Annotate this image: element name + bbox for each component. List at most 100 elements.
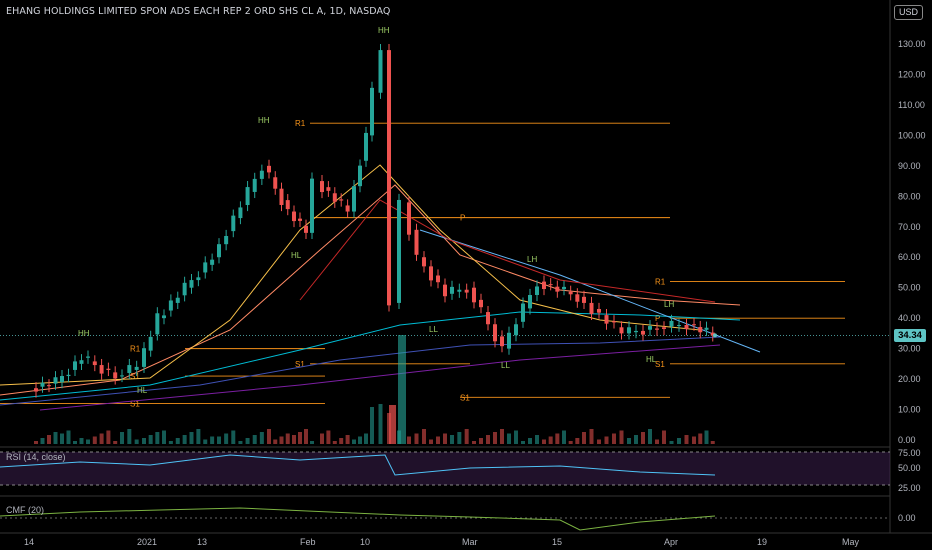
volume-bar — [53, 432, 58, 444]
candle-body — [53, 377, 58, 384]
cmf-tick-label: 0.00 — [898, 513, 916, 523]
volume-bar — [655, 439, 659, 444]
volume-bar — [436, 436, 440, 444]
volume-bar — [486, 435, 490, 444]
volume-bar — [127, 429, 132, 444]
volume-bar — [66, 430, 71, 444]
candle-body — [79, 360, 84, 364]
volume-bar — [443, 433, 447, 444]
price-tick-label: 30.00 — [898, 344, 921, 354]
pivot-marker-label: LH — [664, 300, 674, 309]
volume-bar — [604, 436, 609, 444]
candle-body — [92, 361, 97, 366]
candle-body — [677, 325, 681, 327]
candle-body — [285, 200, 290, 210]
candle-body — [507, 332, 511, 349]
candle-body — [339, 199, 344, 201]
volume-bar — [86, 439, 90, 444]
candle-body — [669, 320, 674, 327]
volume-bar — [407, 436, 411, 444]
volume-bar — [40, 438, 45, 444]
price-tick-label: 120.00 — [898, 69, 926, 79]
volume-bar — [464, 429, 469, 444]
volume-bar — [285, 433, 290, 444]
price-tick-label: 70.00 — [898, 222, 921, 232]
candle-body — [47, 385, 51, 387]
candle-body — [134, 366, 139, 370]
volume-bar — [575, 438, 580, 444]
pivot-marker-label: HH — [258, 116, 270, 125]
time-axis-label: Apr — [664, 537, 678, 547]
volume-bar — [155, 432, 160, 444]
candle-body — [120, 375, 124, 377]
price-tick-label: 0.00 — [898, 435, 916, 445]
candle-body — [298, 218, 302, 221]
candle-body — [196, 277, 201, 281]
volume-bar — [648, 429, 652, 444]
volume-bar — [332, 441, 337, 444]
volume-bar — [339, 438, 344, 444]
candle-body — [704, 327, 709, 330]
candle-body — [612, 321, 616, 323]
candle-body — [450, 286, 454, 294]
price-tick-label: 80.00 — [898, 191, 921, 201]
volume-bar — [259, 432, 264, 444]
currency-badge[interactable]: USD — [894, 5, 923, 20]
candle-body — [352, 186, 356, 212]
pivot-level-label: P — [460, 214, 465, 223]
candle-body — [641, 330, 645, 335]
volume-bar — [345, 435, 350, 444]
candle-body — [358, 165, 362, 187]
candle-body — [457, 289, 462, 292]
volume-bar — [692, 436, 696, 444]
candle-body — [387, 50, 391, 306]
candle-body — [472, 287, 476, 303]
volume-bar — [378, 404, 383, 444]
price-tick-label: 110.00 — [898, 100, 925, 110]
candle-body — [224, 235, 229, 245]
volume-bar — [47, 435, 51, 444]
candle-body — [86, 356, 90, 358]
candle-body — [548, 284, 553, 286]
candle-body — [148, 336, 153, 351]
time-axis-label: 13 — [197, 537, 207, 547]
candle-body — [279, 188, 284, 205]
pivot-marker-label: HH — [378, 26, 390, 35]
volume-bar — [267, 429, 271, 444]
volume-bar — [273, 439, 278, 444]
candle-body — [73, 361, 77, 370]
candle-body — [627, 327, 631, 334]
pivot-level-label: S1 — [130, 399, 140, 408]
candle-body — [267, 165, 271, 173]
last-price-dot — [713, 333, 717, 338]
volume-bar — [304, 429, 308, 444]
candle-body — [655, 328, 659, 330]
time-axis-label: 2021 — [137, 537, 157, 547]
candle-body — [521, 303, 525, 322]
chart-title: EHANG HOLDINGS LIMITED SPON ADS EACH REP… — [6, 6, 391, 17]
candle-body — [582, 296, 586, 303]
pivot-marker-label: HL — [137, 386, 148, 395]
volume-bar — [548, 436, 553, 444]
volume-bar — [358, 436, 362, 444]
volume-bar — [364, 433, 368, 444]
volume-bar — [182, 435, 187, 444]
candle-body — [142, 348, 146, 367]
volume-bar — [120, 432, 124, 444]
candle-body — [106, 368, 111, 370]
candle-body — [443, 284, 447, 297]
pivot-level-label: R1 — [655, 278, 666, 287]
candle-body — [464, 289, 469, 293]
rsi-tick-label: 25.00 — [898, 483, 921, 493]
volume-bar — [634, 435, 638, 444]
candle-body — [345, 205, 350, 212]
volume-bar — [224, 433, 229, 444]
candle-body — [238, 207, 243, 219]
rsi-band — [0, 452, 890, 485]
volume-bar — [521, 441, 525, 444]
volume-bar — [704, 430, 709, 444]
candle-body — [364, 132, 368, 161]
pivot-marker-label: HL — [646, 355, 657, 364]
volume-bar — [134, 439, 139, 444]
